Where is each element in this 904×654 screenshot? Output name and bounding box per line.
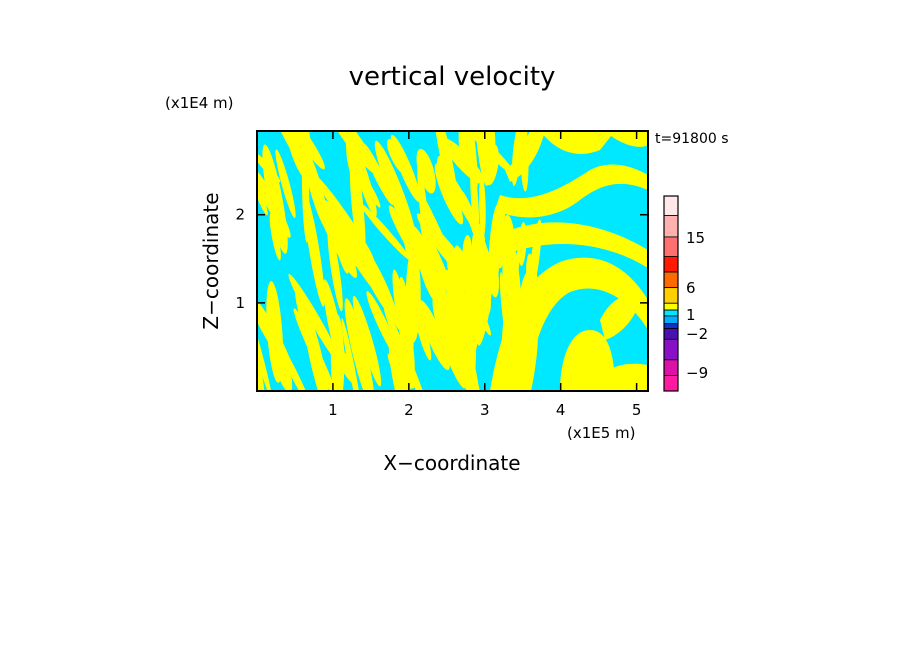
updraft-streak xyxy=(341,318,362,391)
updraft-streak xyxy=(417,163,432,268)
y-tick-label: 1 xyxy=(235,294,245,312)
updraft-band xyxy=(490,257,648,391)
updraft-band xyxy=(600,296,640,340)
updraft-streak xyxy=(506,232,522,326)
x-tick-label: 2 xyxy=(404,401,414,419)
updraft-streak xyxy=(484,144,499,186)
y-tick-label: 2 xyxy=(235,206,245,224)
updraft-streak xyxy=(392,269,415,376)
updraft-streak xyxy=(359,203,411,261)
updraft-streak xyxy=(339,230,365,270)
updraft-streak xyxy=(262,144,288,254)
updraft-streak xyxy=(327,227,343,312)
updraft-band xyxy=(490,222,648,268)
updraft-streak xyxy=(344,298,375,391)
y-axis-ticks: 12 xyxy=(235,206,648,312)
colorbar-swatch xyxy=(663,271,679,289)
updraft-band xyxy=(505,131,545,182)
x-axis-ticks: 1 2 3 4 5 xyxy=(328,131,641,419)
updraft-streak xyxy=(458,131,470,170)
updraft-streak xyxy=(330,314,345,391)
colorbar-swatch xyxy=(663,359,679,376)
updraft-streak xyxy=(388,334,414,391)
updraft-streak xyxy=(359,172,381,208)
y-axis-label: Z−coordinate xyxy=(199,192,223,329)
colorbar-swatch xyxy=(663,236,679,257)
updraft-band xyxy=(590,363,648,391)
colorbar-swatch xyxy=(663,215,679,238)
colorbar-swatch xyxy=(663,323,679,330)
x-tick-label: 1 xyxy=(328,401,338,419)
updraft-band xyxy=(495,164,648,218)
updraft-streak xyxy=(349,152,366,263)
chart-title: vertical velocity xyxy=(349,62,556,92)
updraft-streak xyxy=(303,308,330,391)
updraft-streak xyxy=(479,175,486,238)
updraft-bands xyxy=(257,131,648,391)
updraft-streak xyxy=(411,225,448,304)
updraft-streak xyxy=(275,337,311,391)
updraft-streak xyxy=(366,291,401,362)
contour-field xyxy=(257,131,648,391)
updraft-streak xyxy=(275,149,296,219)
updraft-streak xyxy=(418,299,450,371)
updraft-streak xyxy=(413,302,432,361)
updraft-streak xyxy=(322,200,358,241)
updraft-streak xyxy=(288,273,343,367)
updraft-streak xyxy=(470,159,480,245)
colorbar-tick-label: −9 xyxy=(686,364,708,382)
colorbar: 15 6 1−2 −9 xyxy=(663,195,708,392)
y-unit-label: (x1E4 m) xyxy=(165,94,234,112)
colorbar-swatch xyxy=(663,256,679,273)
updraft-streak xyxy=(380,148,402,198)
updraft-streak xyxy=(467,298,477,391)
colorbar-swatch xyxy=(663,338,679,361)
x-tick-label: 3 xyxy=(480,401,490,419)
time-label: t=91800 s xyxy=(655,131,729,147)
colorbar-swatch xyxy=(663,287,679,304)
updraft-streak xyxy=(266,281,284,383)
colorbar-tick-label: 6 xyxy=(686,279,696,297)
updraft-streak xyxy=(455,322,464,377)
x-axis-label: X−coordinate xyxy=(383,451,520,475)
updraft-streak xyxy=(257,175,268,216)
updraft-streak xyxy=(436,155,455,196)
updraft-streak xyxy=(416,148,436,194)
colorbar-swatch xyxy=(663,309,679,317)
updraft-streak xyxy=(481,273,491,329)
colorbar-tick-label: 1 xyxy=(686,306,696,324)
plot-frame xyxy=(256,130,649,392)
updraft-streak xyxy=(462,235,473,276)
colorbar-swatch xyxy=(663,195,679,216)
colorbar-swatch xyxy=(663,315,679,325)
x-unit-label: (x1E5 m) xyxy=(567,424,636,442)
updraft-streak xyxy=(274,131,313,178)
updraft-streak xyxy=(293,131,313,178)
updraft-streak xyxy=(352,295,382,387)
updraft-streak xyxy=(467,249,488,309)
x-tick-label: 5 xyxy=(632,401,642,419)
colorbar-swatch xyxy=(663,302,679,311)
updraft-band xyxy=(540,131,615,154)
colorbar-swatch xyxy=(663,328,679,340)
updraft-streak xyxy=(403,222,413,262)
updraft-streak xyxy=(269,213,281,261)
colorbar-swatch xyxy=(663,374,679,392)
colorbar-tick-label: 15 xyxy=(686,229,705,247)
x-tick-label: 4 xyxy=(556,401,566,419)
colorbar-tick-label: −2 xyxy=(686,325,708,343)
updraft-streak xyxy=(323,131,378,175)
colorbar-frame xyxy=(663,195,679,392)
updraft-streak xyxy=(387,139,408,175)
